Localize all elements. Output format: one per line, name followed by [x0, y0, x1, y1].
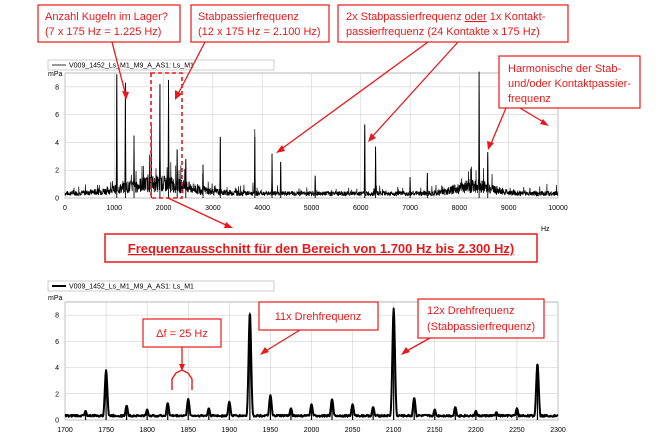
- y-tick-label: 4: [55, 140, 59, 147]
- callout-11x: [258, 301, 379, 331]
- top-peaks: [116, 71, 489, 198]
- callout-harm-line2: und/oder Kontaktpassier-: [508, 78, 631, 90]
- arrowhead-11x: [260, 347, 269, 355]
- x-tick-label: 1850: [180, 427, 196, 434]
- arrow-11x: [263, 329, 301, 353]
- arrowhead-stab: [175, 90, 182, 100]
- y-tick-label: 6: [55, 339, 59, 346]
- x-tick-label: 1900: [222, 427, 238, 434]
- callout-delta-f: [142, 318, 222, 348]
- x-tick-label: 0: [63, 205, 67, 212]
- annotations-bottom: Δf = 25 Hz 11x Drehfrequenz 12x Drehfreq…: [142, 298, 545, 390]
- top-y-tick-labels: 0 2 4 6 8: [55, 84, 59, 202]
- bottom-peaks: [84, 308, 539, 420]
- section-banner-text: Frequenzausschnitt für den Bereich von 1…: [128, 241, 515, 256]
- callout-2x-part1: 2x Stabpassierfrequenz: [346, 11, 465, 23]
- callout-harm-line1: Harmonische der Stab-: [508, 63, 621, 75]
- y-tick-label: 0: [55, 196, 59, 203]
- top-chart: 0 1000 2000 3000 4000 5000 6000 7000 8000 9000 100…: [47, 59, 568, 233]
- x-tick-label: 1700: [57, 427, 73, 434]
- y-tick-label: 8: [55, 84, 59, 91]
- callout-stab-line2: (12 x 175 Hz = 2.100 Hz): [198, 26, 321, 38]
- x-tick-label: 2150: [427, 427, 443, 434]
- x-tick-label: 6000: [353, 205, 369, 212]
- x-tick-label: 3000: [205, 205, 221, 212]
- top-x-tick-labels: 0 1000 2000 3000 4000 5000 6000 7000 8000 9000 100…: [63, 205, 568, 212]
- x-tick-label: 1800: [139, 427, 155, 434]
- callout-kugeln-line2: (7 x 175 Hz = 1.225 Hz): [45, 26, 161, 38]
- callout-11x-text: 11x Drehfrequenz: [275, 311, 362, 323]
- section-banner: [104, 233, 538, 263]
- callout-12x-line2: (Stabpassierfrequenz): [427, 321, 535, 333]
- arrow-2x-left: [279, 41, 429, 151]
- y-tick-label: 2: [55, 168, 59, 175]
- callout-2x-line2: passierfrequenz (24 Kontakte x 175 Hz): [346, 26, 540, 38]
- callout-2x-line1: 2x Stabpassierfrequenz oder 1x Kontakt-: [346, 11, 546, 23]
- callout-2x-part2: 1x Kontakt-: [487, 11, 546, 23]
- callout-harm-line3: frequenz: [508, 93, 551, 105]
- y-tick-label: 0: [55, 418, 59, 425]
- arrowhead-2x-left: [276, 145, 285, 153]
- arrowhead-2x-right: [368, 133, 376, 142]
- callout-12x: [417, 298, 545, 339]
- bottom-x-tick-labels: 1700 1750 1800 1850 1900 1950 2000 2050 2100 2150…: [57, 427, 566, 434]
- zoom-region-box: [150, 72, 183, 199]
- x-tick-label: 2000: [156, 205, 172, 212]
- x-tick-label: 1000: [107, 205, 123, 212]
- arrow-harm-right: [519, 107, 546, 124]
- x-tick-label: 7000: [402, 205, 418, 212]
- arrow-harm: [489, 107, 507, 147]
- x-tick-label: 2000: [304, 427, 320, 434]
- arrowhead-delta-f: [179, 364, 185, 371]
- x-tick-label: 2050: [345, 427, 361, 434]
- y-tick-label: 6: [55, 112, 59, 119]
- arrowhead-12x: [401, 347, 410, 355]
- x-tick-label: 10000: [548, 205, 568, 212]
- x-tick-label: 5000: [304, 205, 320, 212]
- arrow-kugeln: [111, 41, 127, 97]
- x-tick-label: 9000: [501, 205, 517, 212]
- bottom-y-axis-unit: mPa: [48, 295, 63, 302]
- callout-delta-f-text: Δf = 25 Hz: [156, 328, 208, 340]
- arrowhead-zoom-to-banner: [224, 222, 233, 228]
- arrow-12x: [404, 337, 431, 353]
- arrowhead-harm-right: [540, 119, 549, 126]
- x-tick-label: 2100: [386, 427, 402, 434]
- annotations-top: Anzahl Kugeln im Lager? (7 x 175 Hz = 1.…: [37, 4, 641, 263]
- callout-12x-line1: 12x Drehfrequenz: [427, 305, 514, 317]
- top-spectrum-trace: [64, 72, 559, 197]
- arrow-zoom-to-banner: [167, 197, 229, 227]
- x-tick-label: 2300: [550, 427, 566, 434]
- top-legend-label: V009_1452_Ls_M1_M9_A_AS1: Ls_M1: [69, 63, 194, 70]
- callout-stab: [190, 4, 330, 43]
- callout-2x-stab: [337, 4, 569, 43]
- top-x-axis-unit: Hz: [541, 226, 550, 233]
- y-tick-label: 8: [55, 313, 59, 320]
- y-tick-label: 2: [55, 391, 59, 398]
- top-y-axis-unit: mPa: [48, 71, 63, 78]
- top-legend-box: [47, 59, 275, 71]
- x-tick-label: 1750: [98, 427, 114, 434]
- x-tick-label: 2200: [468, 427, 484, 434]
- x-tick-label: 1950: [263, 427, 279, 434]
- y-tick-label: 4: [55, 365, 59, 372]
- x-tick-label: 2250: [509, 427, 525, 434]
- x-tick-label: 4000: [254, 205, 270, 212]
- bottom-y-tick-labels: 0 2 4 6 8: [55, 313, 59, 425]
- arrow-stab: [176, 41, 206, 97]
- callout-stab-line1: Stabpassierfrequenz: [198, 11, 299, 23]
- callout-2x-oder: oder: [465, 11, 487, 23]
- arrowhead-kugeln: [122, 91, 129, 100]
- arrowhead-harm: [487, 141, 494, 150]
- bottom-legend-label: V009_1452_Ls_M1_M9_A_AS1: Ls_M1: [69, 284, 194, 291]
- x-tick-label: 8000: [452, 205, 468, 212]
- callout-harmonische: [498, 55, 641, 109]
- callout-kugeln: [37, 4, 181, 43]
- bottom-legend-box: [47, 280, 275, 292]
- callout-kugeln-line1: Anzahl Kugeln im Lager?: [45, 11, 168, 23]
- arrow-2x-right: [370, 41, 459, 139]
